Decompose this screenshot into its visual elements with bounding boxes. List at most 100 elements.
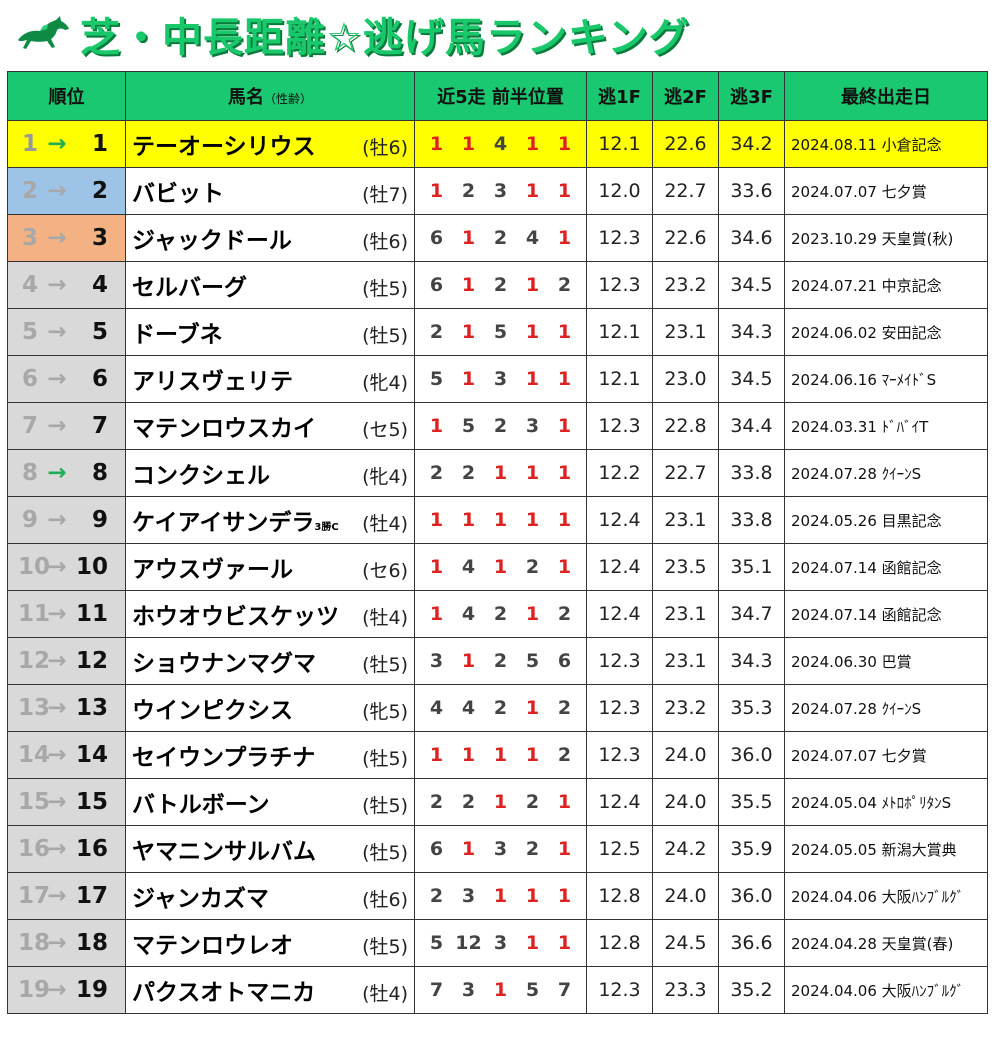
current-rank: 19 [75,977,108,1003]
horse-name: バビット [132,181,224,207]
rank-cell: 17→ 17 [7,872,126,920]
position-value: 1 [525,509,540,531]
horse-sex-age: (牡4) [362,607,408,629]
f3-cell: 34.4 [718,402,785,450]
f2-cell: 24.0 [652,731,719,779]
header-last-race: 最終出走日 [784,71,988,121]
f3-cell: 36.0 [718,731,785,779]
last-race-cell: 2024.07.21 中京記念 [784,261,988,309]
position-value: 2 [493,603,508,625]
f1-cell: 12.3 [586,637,653,685]
position-value: 2 [557,697,572,719]
horse-name-cell: テーオーシリウス (牡6) [125,120,415,168]
horse-name-cell: アリスヴェリテ (牝4) [125,355,415,403]
horse-name: セイウンプラチナ [132,745,316,771]
rank-cell: 19→ 19 [7,966,126,1014]
position-value: 1 [557,321,572,343]
rank-arrow-icon: → [47,460,67,486]
rank-arrow-icon: → [47,413,67,439]
current-rank: 1 [91,131,108,157]
position-value: 5 [493,321,508,343]
previous-rank: 10 [18,554,51,580]
previous-rank: 3 [21,225,38,251]
previous-rank: 1 [21,131,38,157]
last-race-cell: 2024.06.02 安田記念 [784,308,988,356]
last-race-cell: 2023.10.29 天皇賞(秋) [784,214,988,262]
horse-sex-age: (牡5) [362,842,408,864]
rank-arrow-icon: → [47,977,67,1003]
last-race-cell: 2024.05.04 ﾒﾄﾛﾎﾟﾘﾀﾝS [784,778,988,826]
horse-class: 3勝C [314,522,339,533]
horse-name: マテンロウレオ [132,933,293,959]
f2-cell: 24.0 [652,778,719,826]
rank-cell: 16→ 16 [7,825,126,873]
rank-cell: 6 → 6 [7,355,126,403]
horse-sex-age: (牡5) [362,748,408,770]
horse-name: マテンロウスカイ [132,416,316,442]
horse-name: パクスオトマニカ [132,980,316,1006]
last-race-cell: 2024.04.28 天皇賞(春) [784,919,988,967]
table-row: 7 → 7 マテンロウスカイ (セ5) 1 5 2 3 1 12.3 22.8 34.4 2024.03.… [7,402,988,450]
horse-name-cell: マテンロウスカイ (セ5) [125,402,415,450]
horse-name-cell: ヤマニンサルバム (牡5) [125,825,415,873]
rank-cell: 18→ 18 [7,919,126,967]
f1-cell: 12.3 [586,684,653,732]
horse-sex-age: (牝5) [362,701,408,723]
horse-sex-age: (セ5) [362,419,408,441]
position-value: 1 [493,744,508,766]
position-value: 4 [493,133,508,155]
last-race-cell: 2024.07.14 函館記念 [784,590,988,638]
position-value: 1 [429,744,444,766]
f2-cell: 22.7 [652,167,719,215]
f1-cell: 12.4 [586,543,653,591]
header-name: 馬名（性齢） [125,71,415,121]
horse-name-cell: ホウオウビスケッツ (牡4) [125,590,415,638]
rank-cell: 11→ 11 [7,590,126,638]
f2-cell: 23.2 [652,684,719,732]
horse-name-cell: ウインピクシス (牝5) [125,684,415,732]
f3-cell: 34.5 [718,355,785,403]
rank-cell: 1 → 1 [7,120,126,168]
horse-name: ジャックドール [132,228,292,254]
horse-name: ドーブネ [132,322,223,348]
position-value: 1 [493,509,508,531]
position-value: 2 [493,274,508,296]
rank-arrow-icon: → [47,272,67,298]
f2-cell: 23.1 [652,496,719,544]
f1-cell: 12.0 [586,167,653,215]
position-value: 1 [557,509,572,531]
current-rank: 12 [75,648,108,674]
f2-cell: 22.6 [652,120,719,168]
position-value: 5 [461,415,476,437]
current-rank: 13 [75,695,108,721]
f1-cell: 12.1 [586,355,653,403]
rank-arrow-icon: → [47,554,67,580]
table-row: 5 → 5 ドーブネ (牡5) 2 1 5 1 1 12.1 23.1 34.3 2024.06.02 安… [7,308,988,356]
horse-sex-age: (セ6) [362,560,408,582]
f3-cell: 34.6 [718,214,785,262]
f3-cell: 33.8 [718,449,785,497]
f2-cell: 22.8 [652,402,719,450]
last-race-cell: 2024.05.26 目黒記念 [784,496,988,544]
position-value: 1 [461,744,476,766]
current-rank: 5 [91,319,108,345]
position-value: 2 [429,791,444,813]
ranking-table: 順位 馬名（性齢） 近5走 前半位置 逃1F 逃2F 逃3F 最終出走日 1 → 1… [7,71,988,1014]
position-value: 1 [557,462,572,484]
position-value: 4 [525,227,540,249]
horse-name-cell: ケイアイサンデラ3勝C (牡4) [125,496,415,544]
position-value: 1 [525,462,540,484]
table-row: 2 → 2 バビット (牡7) 1 2 3 1 1 12.0 22.7 33.6 2024.07.07 七… [7,167,988,215]
position-value: 1 [461,133,476,155]
f1-cell: 12.1 [586,120,653,168]
current-rank: 8 [91,460,108,486]
position-value: 2 [557,744,572,766]
f3-cell: 35.9 [718,825,785,873]
table-row: 19→ 19 パクスオトマニカ (牡4) 7 3 1 5 7 12.3 23.3 35.2 2024.0… [7,966,988,1014]
table-row: 13→ 13 ウインピクシス (牝5) 4 4 2 1 2 12.3 23.2 35.3 2024.07… [7,684,988,732]
